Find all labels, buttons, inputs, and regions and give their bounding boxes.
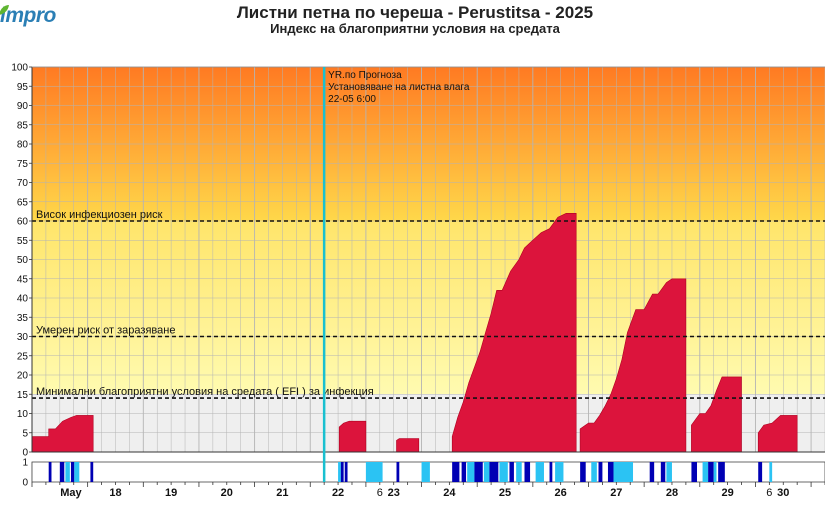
y-tick-label: 85 bbox=[17, 120, 29, 131]
wetness-segment bbox=[713, 462, 717, 482]
wetness-segment bbox=[718, 462, 725, 482]
wetness-segment bbox=[607, 462, 614, 482]
wetness-segment bbox=[524, 462, 531, 482]
wetness-segment bbox=[516, 462, 522, 482]
efi-area bbox=[338, 420, 367, 453]
risk-band bbox=[32, 221, 825, 395]
threshold-label: Минимални благоприятни условия на средат… bbox=[36, 386, 374, 398]
y-tick-label: 20 bbox=[17, 371, 29, 382]
month-label: May bbox=[60, 487, 82, 499]
threshold-label: Умерен риск от заразяване bbox=[36, 325, 175, 337]
threshold-label: Висок инфекциозен риск bbox=[36, 209, 163, 221]
wetness-segment bbox=[555, 462, 564, 482]
wetness-segment bbox=[769, 462, 773, 482]
hour-label: 6 bbox=[377, 487, 383, 499]
y-tick-label: 90 bbox=[17, 101, 29, 112]
wetness-segment bbox=[74, 462, 80, 482]
y-tick-label: 75 bbox=[17, 159, 29, 170]
wet-tick-label: 0 bbox=[22, 478, 28, 489]
wetness-segment bbox=[702, 462, 709, 482]
wet-tick-label: 1 bbox=[22, 458, 28, 469]
wetness-segment bbox=[598, 462, 603, 482]
hour-label: 6 bbox=[766, 487, 772, 499]
y-tick-label: 10 bbox=[17, 409, 29, 420]
x-tick-label: 18 bbox=[109, 487, 121, 499]
wetness-segment bbox=[59, 462, 65, 482]
wetness-segment bbox=[499, 462, 508, 482]
y-tick-label: 60 bbox=[17, 217, 29, 228]
y-tick-label: 35 bbox=[17, 313, 29, 324]
y-tick-label: 25 bbox=[17, 351, 29, 362]
wetness-segment bbox=[340, 462, 344, 482]
chart-subtitle: Индекс на благоприятни условия на средат… bbox=[270, 21, 560, 36]
x-tick-label: 28 bbox=[666, 487, 678, 499]
y-tick-label: 50 bbox=[17, 255, 29, 266]
wetness-segment bbox=[344, 462, 348, 482]
x-tick-label: 24 bbox=[443, 487, 456, 499]
wetness-segment bbox=[613, 462, 634, 482]
y-tick-label: 55 bbox=[17, 236, 29, 247]
y-tick-label: 100 bbox=[11, 63, 28, 74]
efi-area bbox=[691, 376, 742, 453]
y-tick-label: 45 bbox=[17, 274, 29, 285]
wetness-segment bbox=[535, 462, 544, 482]
wetness-segment bbox=[396, 462, 400, 482]
x-tick-label: 26 bbox=[555, 487, 567, 499]
y-tick-label: 5 bbox=[22, 428, 28, 439]
wetness-segment bbox=[70, 462, 75, 482]
wetness-segment bbox=[649, 462, 655, 482]
y-tick-label: 15 bbox=[17, 390, 29, 401]
wetness-segment bbox=[365, 462, 383, 482]
y-tick-label: 95 bbox=[17, 82, 29, 93]
y-tick-label: 40 bbox=[17, 294, 29, 305]
logo-text: impro bbox=[0, 4, 56, 27]
wetness-segment bbox=[421, 462, 430, 482]
efi-area bbox=[451, 213, 577, 453]
y-tick-label: 0 bbox=[22, 448, 28, 459]
x-tick-label: 23 bbox=[388, 487, 400, 499]
efi-area bbox=[396, 438, 420, 453]
x-tick-label: 29 bbox=[721, 487, 733, 499]
wetness-segment bbox=[708, 462, 714, 482]
wetness-segment bbox=[549, 462, 553, 482]
y-tick-label: 80 bbox=[17, 140, 29, 151]
wetness-segment bbox=[461, 462, 467, 482]
wetness-segment bbox=[666, 462, 672, 482]
wetness-segment bbox=[467, 462, 475, 482]
wetness-segment bbox=[591, 462, 597, 482]
y-tick-label: 30 bbox=[17, 332, 29, 343]
wetness-segment bbox=[691, 462, 698, 482]
leaf-icon bbox=[0, 5, 9, 15]
y-tick-label: 65 bbox=[17, 197, 29, 208]
x-tick-label: 30 bbox=[777, 487, 789, 499]
wetness-segment bbox=[90, 462, 94, 482]
wetness-segment bbox=[483, 462, 490, 482]
wetness-segment bbox=[338, 462, 341, 482]
y-tick-label: 70 bbox=[17, 178, 29, 189]
x-tick-label: 20 bbox=[221, 487, 233, 499]
x-tick-label: 27 bbox=[610, 487, 622, 499]
wetness-segment bbox=[48, 462, 52, 482]
x-tick-label: 21 bbox=[276, 487, 288, 499]
wetness-segment bbox=[65, 462, 70, 482]
efi-area bbox=[579, 278, 687, 453]
forecast-label: Установяване на листна влага bbox=[328, 82, 470, 93]
forecast-label: 22-05 6:00 bbox=[328, 94, 376, 105]
x-tick-label: 19 bbox=[165, 487, 177, 499]
efi-area bbox=[757, 415, 798, 453]
x-tick-label: 22 bbox=[332, 487, 344, 499]
efi-area bbox=[31, 415, 94, 453]
chart-title: Листни петна по череша - Perustitsa - 20… bbox=[236, 3, 594, 22]
wetness-segment bbox=[474, 462, 483, 482]
wetness-segment bbox=[580, 462, 586, 482]
logo: impro bbox=[0, 4, 56, 28]
wetness-segment bbox=[489, 462, 499, 482]
wetness-segment bbox=[758, 462, 763, 482]
forecast-label: YR.по Прогноза bbox=[328, 70, 402, 81]
wetness-segment bbox=[660, 462, 666, 482]
wetness-segment bbox=[452, 462, 460, 482]
x-tick-label: 25 bbox=[499, 487, 511, 499]
wetness-segment bbox=[509, 462, 514, 482]
